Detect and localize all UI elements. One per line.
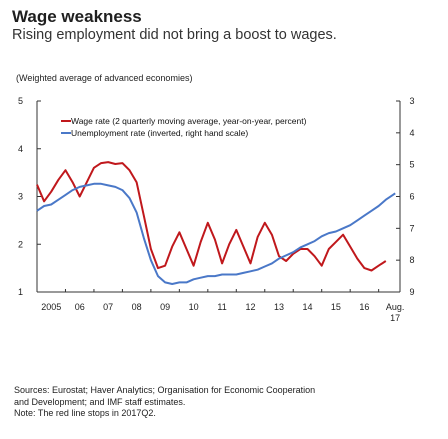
x-axis-tick-label: 13 (274, 302, 284, 312)
chart-series (36, 161, 396, 285)
x-axis-tick-label: 2005 (41, 302, 61, 312)
right-axis-tick-label: 7 (409, 223, 414, 233)
left-axis-tick-label: 4 (18, 144, 23, 154)
right-axis-tick-label: 5 (409, 160, 414, 170)
wage-rate-line (36, 161, 387, 272)
right-axis-tick-label: 6 (409, 192, 414, 202)
x-axis-tick-label: 16 (359, 302, 369, 312)
x-axis-tick-label: 08 (132, 302, 142, 312)
chart-legend: Wage rate (2 quarterly moving average, y… (61, 116, 307, 138)
x-axis-tick-label: 14 (302, 302, 312, 312)
right-axis-tick-label: 4 (409, 128, 414, 138)
left-axis-tick-label: 1 (18, 287, 23, 297)
sources-line: Sources: Eurostat; Haver Analytics; Orga… (14, 385, 316, 395)
legend-label-wage: Wage rate (2 quarterly moving average, y… (71, 116, 307, 126)
chart-note: (Weighted average of advanced economies) (16, 73, 193, 83)
x-axis-tick-label: 15 (331, 302, 341, 312)
left-axis-tick-label: 5 (18, 96, 23, 106)
legend-label-unemployment: Unemployment rate (inverted, right hand … (71, 128, 248, 138)
unemployment-rate-line (36, 182, 396, 285)
x-axis-tick-label: 09 (160, 302, 170, 312)
sources-line: and Development; and IMF staff estimates… (14, 396, 186, 407)
note-line: Note: The red line stops in 2017Q2. (14, 408, 156, 418)
right-axis-tick-label: 3 (409, 96, 414, 106)
x-axis-tick-label: 07 (103, 302, 113, 312)
x-axis-tick-label: 11 (217, 302, 226, 312)
sources-note: Sources: Eurostat; Haver Analytics; Orga… (14, 385, 434, 420)
chart-axes (36, 100, 401, 293)
x-axis-tick-label: 06 (75, 302, 85, 312)
x-axis-tick-label: Aug. (386, 302, 405, 312)
right-axis-tick-label: 9 (409, 287, 414, 297)
x-axis-tick-label: 17 (390, 313, 400, 323)
left-axis-tick-label: 2 (18, 239, 23, 249)
chart-title: Wage weakness (12, 7, 142, 26)
x-axis-tick-label: 10 (189, 302, 199, 312)
chart-subtitle: Rising employment did not bring a boost … (12, 27, 337, 43)
x-axis-tick-label: 12 (246, 302, 256, 312)
right-axis-tick-label: 8 (409, 255, 414, 265)
left-axis-tick-label: 3 (18, 192, 23, 202)
